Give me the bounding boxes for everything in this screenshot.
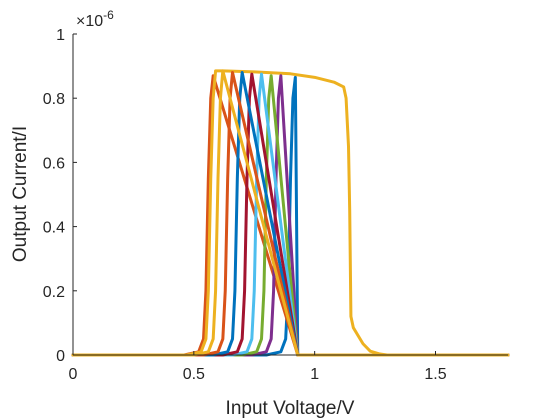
x-tick-label: 0 — [69, 366, 78, 383]
x-axis-ticks: 0 0.5 1 1.5 — [69, 351, 447, 383]
series-line-8 — [71, 71, 510, 357]
x-tick-label: 1 — [310, 366, 319, 383]
y-tick-label: 0.4 — [43, 220, 65, 237]
y-tick-label: 0.2 — [43, 284, 65, 301]
y-tick-label: 0 — [56, 348, 65, 365]
y-tick-label: 0.8 — [43, 91, 65, 108]
series-line-9 — [71, 71, 510, 357]
series-line-10 — [71, 69, 510, 357]
x-axis-label: Input Voltage/V — [226, 398, 355, 419]
series-line-6 — [71, 72, 510, 357]
series-line-7 — [71, 72, 510, 357]
y-exponent-label: ×10-6 — [76, 8, 114, 30]
y-tick-label: 1 — [56, 27, 65, 44]
y-exponent-base: ×10 — [76, 13, 103, 30]
y-exponent-power: -6 — [103, 8, 114, 22]
x-tick-label: 0.5 — [183, 366, 205, 383]
series-line-3 — [71, 69, 510, 357]
y-axis-label: Output Current/I — [10, 126, 31, 262]
y-tick-label: 0.6 — [43, 155, 65, 172]
y-axis-ticks: 0 0.2 0.4 0.6 0.8 1 — [43, 27, 77, 365]
series-layer — [71, 69, 510, 357]
x-tick-label: 1.5 — [424, 366, 446, 383]
